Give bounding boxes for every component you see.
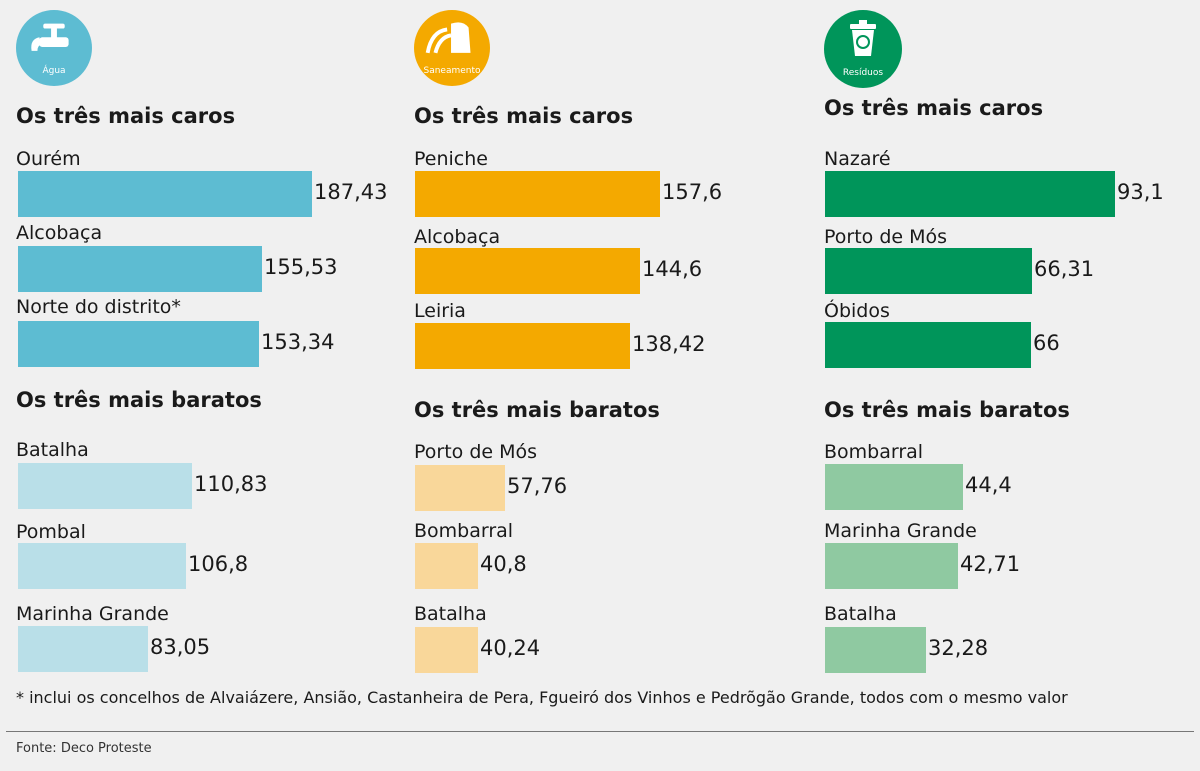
bar (415, 543, 478, 589)
bar (415, 627, 478, 673)
source-note: Fonte: Deco Proteste (16, 741, 152, 756)
most-expensive-title: Os três mais caros (16, 104, 236, 128)
bar-label: Alcobaça (414, 226, 501, 248)
footnote: * inclui os concelhos de Alvaiázere, Ans… (16, 688, 1068, 707)
faucet-icon (31, 23, 69, 51)
data-label: 153,34 (261, 330, 335, 354)
data-label: 155,53 (264, 255, 338, 279)
bar-label: Ourém (16, 148, 81, 170)
data-label: 93,1 (1117, 180, 1164, 204)
data-label: 144,6 (642, 257, 703, 281)
data-label: 40,8 (480, 552, 527, 576)
cheapest-title: Os três mais baratos (414, 398, 660, 422)
data-label: 110,83 (194, 472, 268, 496)
bar (825, 543, 958, 589)
data-label: 83,05 (150, 635, 211, 659)
data-label: 106,8 (188, 552, 249, 576)
data-label: 44,4 (965, 473, 1012, 497)
bar-label: Alcobaça (16, 222, 103, 244)
bar-label: Leiria (414, 300, 466, 322)
bar (18, 321, 259, 367)
bar (825, 627, 926, 673)
divider (6, 731, 1194, 732)
data-label: 32,28 (928, 636, 989, 660)
bar (415, 323, 630, 369)
bar-label: Batalha (16, 439, 89, 461)
data-label: 42,71 (960, 552, 1021, 576)
bar (825, 464, 963, 510)
data-label: 40,24 (480, 636, 541, 660)
data-label: 66,31 (1034, 257, 1095, 281)
bar-label: Óbidos (824, 300, 890, 322)
bar-label: Bombarral (824, 441, 924, 463)
bar (825, 171, 1115, 217)
bar (415, 248, 640, 294)
bar-label: Porto de Mós (824, 226, 948, 248)
data-label: 157,6 (662, 180, 723, 204)
bar (415, 465, 505, 511)
bar (18, 463, 192, 509)
bar-label: Marinha Grande (16, 603, 169, 625)
bar-label: Porto de Mós (414, 441, 538, 463)
bar (18, 171, 312, 217)
bar-label: Marinha Grande (824, 520, 977, 542)
data-label: 57,76 (507, 474, 568, 498)
icon-label: Resíduos (842, 68, 884, 78)
bar (18, 246, 262, 292)
data-label: 66 (1033, 331, 1060, 355)
bar-label: Batalha (414, 603, 487, 625)
bar-label: Batalha (824, 603, 897, 625)
bar (18, 543, 186, 589)
sewer-icon (425, 22, 471, 54)
cheapest-title: Os três mais baratos (16, 388, 262, 412)
chart-panel: Água Os três mais caros Ourém 187,43 Alcobaç… (0, 0, 400, 730)
faucet-badge: Água (16, 10, 92, 86)
data-label: 138,42 (632, 332, 706, 356)
chart-panel: Saneamento Os três mais caros Peniche 157,6… (0, 0, 722, 730)
recycle-bin-badge: Resíduos (824, 10, 902, 88)
icon-label: Saneamento (423, 66, 481, 76)
most-expensive-title: Os três mais caros (414, 104, 634, 128)
bar-label: Bombarral (414, 520, 514, 542)
bar-label: Norte do distrito* (16, 296, 181, 318)
bar-label: Peniche (414, 148, 488, 170)
recycle-bin-icon (850, 20, 876, 56)
icon-label: Água (42, 66, 66, 76)
bar (825, 322, 1031, 368)
data-label: 187,43 (314, 180, 388, 204)
sewer-badge: Saneamento (414, 10, 490, 86)
bar-label: Nazaré (824, 148, 891, 170)
most-expensive-title: Os três mais caros (824, 96, 1044, 120)
bar (825, 248, 1032, 294)
bar (18, 626, 148, 672)
chart-panel: Resíduos Os três mais caros Nazaré 93,1 Port… (0, 0, 1164, 730)
bar-label: Pombal (16, 521, 86, 543)
cheapest-title: Os três mais baratos (824, 398, 1070, 422)
bar (415, 171, 660, 217)
